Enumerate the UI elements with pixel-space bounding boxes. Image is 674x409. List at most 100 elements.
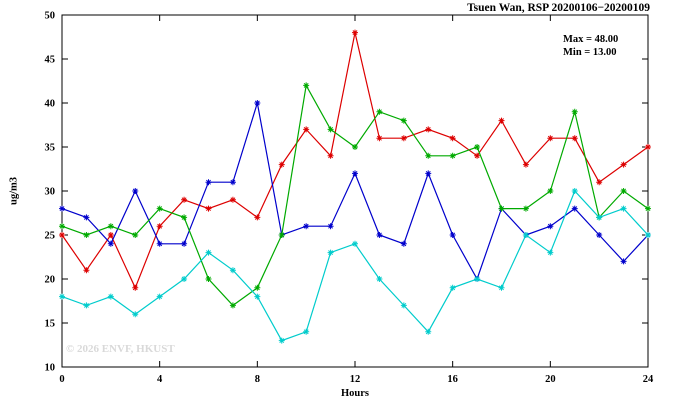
data-point-marker: [522, 161, 529, 168]
data-point-marker: [547, 188, 554, 194]
data-point-marker: [303, 223, 310, 230]
y-tick-label: 35: [45, 143, 56, 154]
data-point-marker: [474, 276, 481, 282]
x-tick-label: 12: [350, 374, 361, 385]
data-point-marker: [620, 205, 627, 212]
series-markers-cyan: [59, 188, 651, 344]
data-point-marker: [254, 214, 261, 221]
y-tick-label: 10: [45, 363, 56, 374]
data-point-marker: [498, 284, 505, 291]
data-point-marker: [620, 188, 627, 194]
data-point-marker: [205, 276, 212, 282]
data-point-marker: [376, 108, 383, 115]
data-point-marker: [400, 135, 407, 142]
data-point-marker: [254, 284, 261, 291]
x-tick-label: 24: [643, 374, 654, 385]
data-point-marker: [596, 214, 603, 221]
data-point-marker: [156, 223, 163, 230]
data-point-marker: [83, 302, 90, 309]
data-point-marker: [83, 232, 90, 238]
data-point-marker: [83, 214, 90, 221]
data-point-marker: [352, 29, 358, 36]
data-point-marker: [181, 240, 188, 247]
data-point-marker: [59, 232, 65, 238]
data-point-marker: [474, 144, 481, 150]
data-point-marker: [205, 249, 212, 256]
series-markers-green: [59, 82, 651, 309]
data-point-marker: [327, 249, 334, 256]
y-tick-label: 15: [45, 319, 56, 330]
data-point-marker: [522, 232, 529, 238]
data-point-marker: [229, 196, 236, 203]
x-tick-label: 8: [255, 374, 260, 385]
series-markers-blue: [59, 100, 651, 282]
data-point-marker: [132, 311, 139, 318]
data-point-marker: [303, 126, 310, 133]
x-tick-label: 4: [157, 374, 163, 385]
data-point-marker: [229, 302, 236, 309]
y-tick-label: 20: [45, 275, 56, 286]
data-point-marker: [645, 232, 651, 238]
data-point-marker: [327, 152, 334, 159]
x-axis-label: Hours: [340, 388, 369, 399]
data-point-marker: [254, 293, 261, 300]
data-point-marker: [449, 152, 456, 159]
data-point-marker: [645, 205, 651, 212]
data-point-marker: [571, 205, 578, 212]
data-point-marker: [547, 135, 554, 142]
data-point-marker: [278, 232, 285, 238]
y-tick-label: 50: [45, 11, 56, 22]
data-point-marker: [400, 302, 407, 309]
data-point-marker: [498, 117, 505, 124]
data-point-marker: [449, 135, 456, 142]
watermark-text: © 2026 ENVF, HKUST: [66, 343, 175, 355]
data-point-marker: [229, 267, 236, 274]
x-tick-label: 16: [447, 374, 458, 385]
data-point-marker: [596, 232, 603, 238]
data-point-marker: [327, 223, 334, 230]
data-point-marker: [132, 284, 139, 291]
data-point-marker: [205, 205, 212, 212]
data-point-marker: [181, 196, 188, 203]
data-point-marker: [400, 240, 407, 247]
data-point-marker: [107, 223, 114, 230]
data-point-marker: [107, 293, 114, 300]
y-tick-label: 30: [45, 187, 56, 198]
data-point-marker: [83, 267, 90, 274]
data-point-marker: [547, 249, 554, 256]
data-point-marker: [303, 82, 310, 89]
data-point-marker: [645, 144, 651, 150]
y-axis-label: ug/m3: [8, 176, 20, 206]
data-point-marker: [400, 117, 407, 124]
data-point-marker: [229, 179, 236, 186]
min-annotation: Min = 13.00: [563, 47, 617, 58]
data-point-marker: [498, 205, 505, 212]
data-point-marker: [449, 284, 456, 291]
data-point-marker: [449, 232, 456, 238]
data-point-marker: [547, 223, 554, 230]
series-line-green: [61, 83, 649, 307]
data-point-marker: [352, 144, 358, 150]
data-point-marker: [474, 152, 481, 159]
data-point-marker: [327, 126, 334, 133]
data-point-marker: [376, 135, 383, 142]
y-tick-label: 25: [45, 231, 56, 242]
data-point-marker: [571, 108, 578, 115]
data-point-marker: [425, 328, 432, 335]
data-point-marker: [352, 240, 358, 247]
data-point-marker: [376, 232, 383, 238]
x-tick-label: 20: [545, 374, 556, 385]
data-point-marker: [181, 214, 188, 221]
chart-title: Tsuen Wan, RSP 20200106−20200109: [467, 2, 650, 14]
data-point-marker: [156, 205, 163, 212]
data-point-marker: [303, 328, 310, 335]
data-point-marker: [156, 293, 163, 300]
series-markers-red: [59, 29, 651, 291]
y-tick-label: 40: [45, 99, 56, 110]
data-point-marker: [132, 232, 139, 238]
data-point-marker: [425, 170, 432, 177]
data-point-marker: [571, 135, 578, 142]
data-point-marker: [59, 293, 65, 300]
